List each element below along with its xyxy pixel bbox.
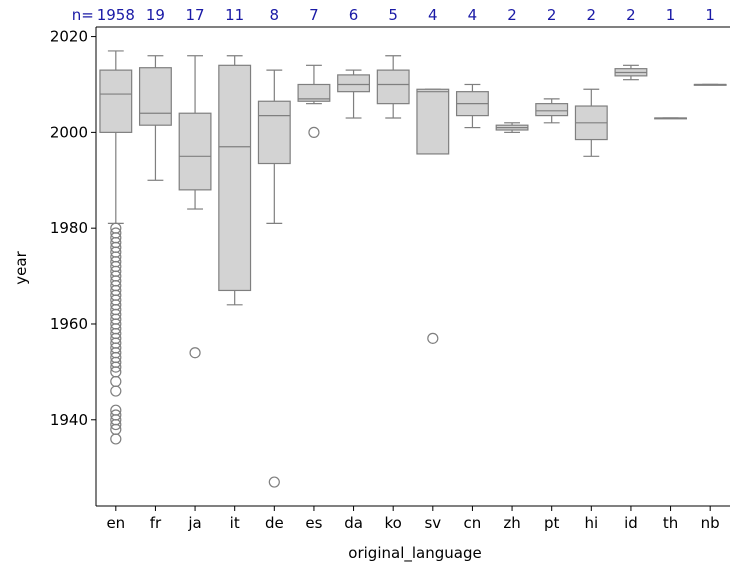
box-sv bbox=[416, 88, 450, 344]
count-label: 2 bbox=[587, 6, 597, 24]
iqr-box bbox=[376, 69, 410, 105]
y-tick-label: 2020 bbox=[50, 28, 88, 46]
box-da bbox=[337, 69, 371, 119]
box-hi bbox=[574, 88, 608, 157]
count-label: 2 bbox=[626, 6, 636, 24]
count-label: 2 bbox=[547, 6, 557, 24]
box-nb bbox=[693, 83, 727, 86]
box-pt bbox=[535, 98, 569, 124]
x-tick-label: th bbox=[663, 514, 678, 532]
iqr-box bbox=[337, 74, 371, 93]
box-es bbox=[297, 64, 331, 138]
x-tick-label: hi bbox=[584, 514, 598, 532]
iqr-box bbox=[535, 103, 569, 117]
y-axis-label: year bbox=[12, 250, 30, 284]
count-prefix: n= bbox=[72, 6, 94, 24]
x-tick-label: ko bbox=[385, 514, 402, 532]
x-tick-label: en bbox=[106, 514, 125, 532]
boxes bbox=[99, 50, 727, 488]
x-tick-label: es bbox=[305, 514, 322, 532]
iqr-box bbox=[178, 112, 212, 191]
x-tick-label: sv bbox=[424, 514, 441, 532]
outlier-point bbox=[110, 433, 122, 445]
x-tick-label: nb bbox=[701, 514, 720, 532]
iqr-box bbox=[257, 100, 291, 165]
x-tick-label: id bbox=[624, 514, 638, 532]
outlier-point bbox=[110, 385, 122, 397]
iqr-box bbox=[297, 83, 331, 102]
y-axis-ticks: 1940 1960 1980 2000 2020 bbox=[50, 28, 96, 429]
x-tick-label: de bbox=[265, 514, 284, 532]
box-de bbox=[257, 69, 291, 488]
count-label: 17 bbox=[186, 6, 205, 24]
iqr-box bbox=[138, 67, 172, 126]
y-tick-label: 2000 bbox=[50, 123, 88, 141]
box-id bbox=[614, 64, 648, 81]
box-cn bbox=[455, 83, 489, 129]
box-fr bbox=[138, 55, 172, 181]
iqr-box bbox=[416, 88, 450, 155]
outlier-point bbox=[189, 347, 201, 359]
box-en bbox=[99, 50, 133, 445]
outlier-point bbox=[427, 332, 439, 344]
x-tick-label: cn bbox=[464, 514, 482, 532]
box-zh bbox=[495, 122, 529, 133]
count-label: 2 bbox=[507, 6, 517, 24]
y-tick-label: 1940 bbox=[50, 411, 88, 429]
x-tick-label: ja bbox=[187, 514, 201, 532]
y-tick-label: 1960 bbox=[50, 315, 88, 333]
count-label: 8 bbox=[270, 6, 280, 24]
outlier-point bbox=[110, 418, 122, 431]
x-tick-label: da bbox=[344, 514, 363, 532]
count-label: 4 bbox=[428, 6, 438, 24]
count-label: 11 bbox=[225, 6, 244, 24]
box-ko bbox=[376, 55, 410, 119]
count-labels: 1958 19 17 11 8 7 6 5 4 4 2 2 2 2 1 1n= bbox=[72, 6, 715, 24]
iqr-box bbox=[218, 64, 252, 292]
box-it bbox=[218, 55, 252, 306]
count-label: 6 bbox=[349, 6, 359, 24]
count-label: 5 bbox=[388, 6, 398, 24]
box-th bbox=[654, 117, 688, 120]
x-tick-label: zh bbox=[503, 514, 520, 532]
x-axis-label: original_language bbox=[348, 544, 481, 563]
count-label: 1 bbox=[666, 6, 676, 24]
count-label: 1958 bbox=[97, 6, 135, 24]
count-label: 4 bbox=[468, 6, 478, 24]
y-tick-label: 1980 bbox=[50, 219, 88, 237]
count-label: 1 bbox=[705, 6, 715, 24]
x-axis-ticks: en fr ja it de es da ko sv cn zh pt hi id th nb bbox=[106, 506, 720, 532]
x-tick-label: pt bbox=[544, 514, 560, 532]
iqr-box bbox=[99, 69, 133, 133]
outlier-point bbox=[308, 126, 320, 138]
outlier-point bbox=[268, 476, 280, 488]
plot-area bbox=[96, 27, 730, 506]
box-ja bbox=[178, 55, 212, 359]
outlier-point bbox=[110, 361, 122, 373]
x-tick-label: it bbox=[230, 514, 240, 532]
count-label: 7 bbox=[309, 6, 319, 24]
count-label: 19 bbox=[146, 6, 165, 24]
x-tick-label: fr bbox=[150, 514, 162, 532]
